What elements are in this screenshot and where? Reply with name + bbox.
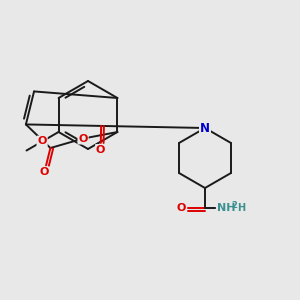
Text: 2: 2: [231, 202, 237, 211]
Text: N: N: [200, 122, 210, 134]
Text: O: O: [78, 134, 88, 144]
Text: O: O: [38, 136, 47, 146]
Text: O: O: [96, 145, 105, 155]
Text: N: N: [200, 122, 210, 134]
Text: O: O: [176, 203, 186, 213]
Text: NH: NH: [217, 203, 235, 213]
Text: H: H: [237, 203, 245, 213]
Text: O: O: [40, 167, 49, 177]
